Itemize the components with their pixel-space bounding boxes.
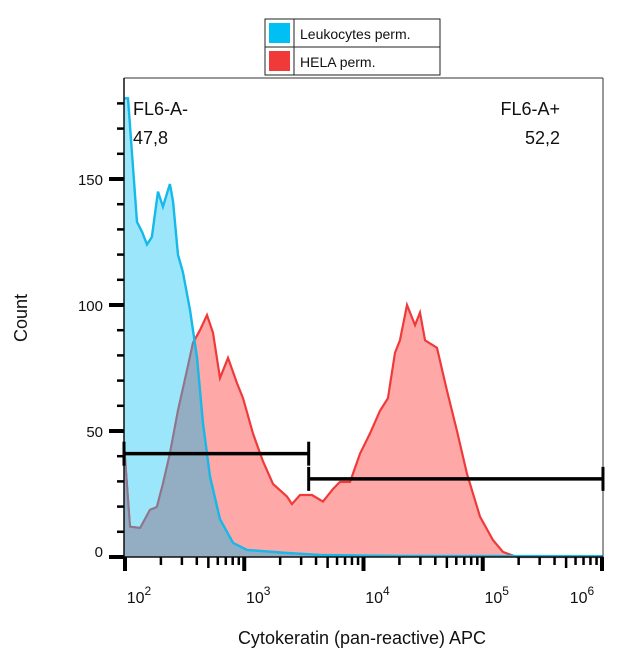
x-tick-label: 103	[246, 584, 271, 607]
overlap-area	[124, 341, 603, 557]
gate-left-label: FL6-A-	[133, 99, 188, 119]
x-tick-base: 10	[365, 590, 383, 607]
x-tick-base: 10	[570, 590, 588, 607]
gate-negative	[122, 441, 311, 466]
x-tick-label: 102	[127, 584, 152, 607]
y-tick-label: 0	[95, 544, 103, 561]
y-tick-label: 50	[86, 424, 103, 441]
legend: Leukocytes perm. HELA perm.	[264, 18, 441, 76]
legend-label-leukocytes: Leukocytes perm.	[300, 26, 411, 42]
leukocytes-line	[124, 97, 603, 558]
y-tick-label: 100	[78, 298, 103, 315]
x-tick-exponent: 4	[383, 584, 390, 598]
x-tick-label: 104	[365, 584, 390, 607]
x-tick-exponent: 6	[588, 584, 595, 598]
legend-swatch-leukocytes	[269, 23, 290, 43]
gate-positive	[307, 466, 605, 491]
x-tick-base: 10	[127, 590, 145, 607]
gate-right-percent: 52,2	[525, 128, 560, 148]
y-tick-label: 150	[78, 172, 103, 189]
x-tick-base: 10	[485, 590, 503, 607]
legend-label-hela: HELA perm.	[300, 54, 375, 70]
gate-left-percent: 47,8	[133, 128, 168, 148]
x-tick-exponent: 3	[264, 584, 271, 598]
hela-area	[124, 305, 603, 557]
legend-swatch-hela	[269, 51, 290, 71]
gate-right-label: FL6-A+	[500, 99, 560, 119]
x-tick-exponent: 5	[502, 584, 509, 598]
x-axis-label: Cytokeratin (pan-reactive) APC	[238, 628, 486, 648]
x-tick-label: 106	[570, 584, 595, 607]
x-tick-base: 10	[246, 590, 264, 607]
x-tick-exponent: 2	[145, 584, 152, 598]
y-axis-label: Count	[11, 294, 31, 342]
x-tick-label: 105	[485, 584, 510, 607]
